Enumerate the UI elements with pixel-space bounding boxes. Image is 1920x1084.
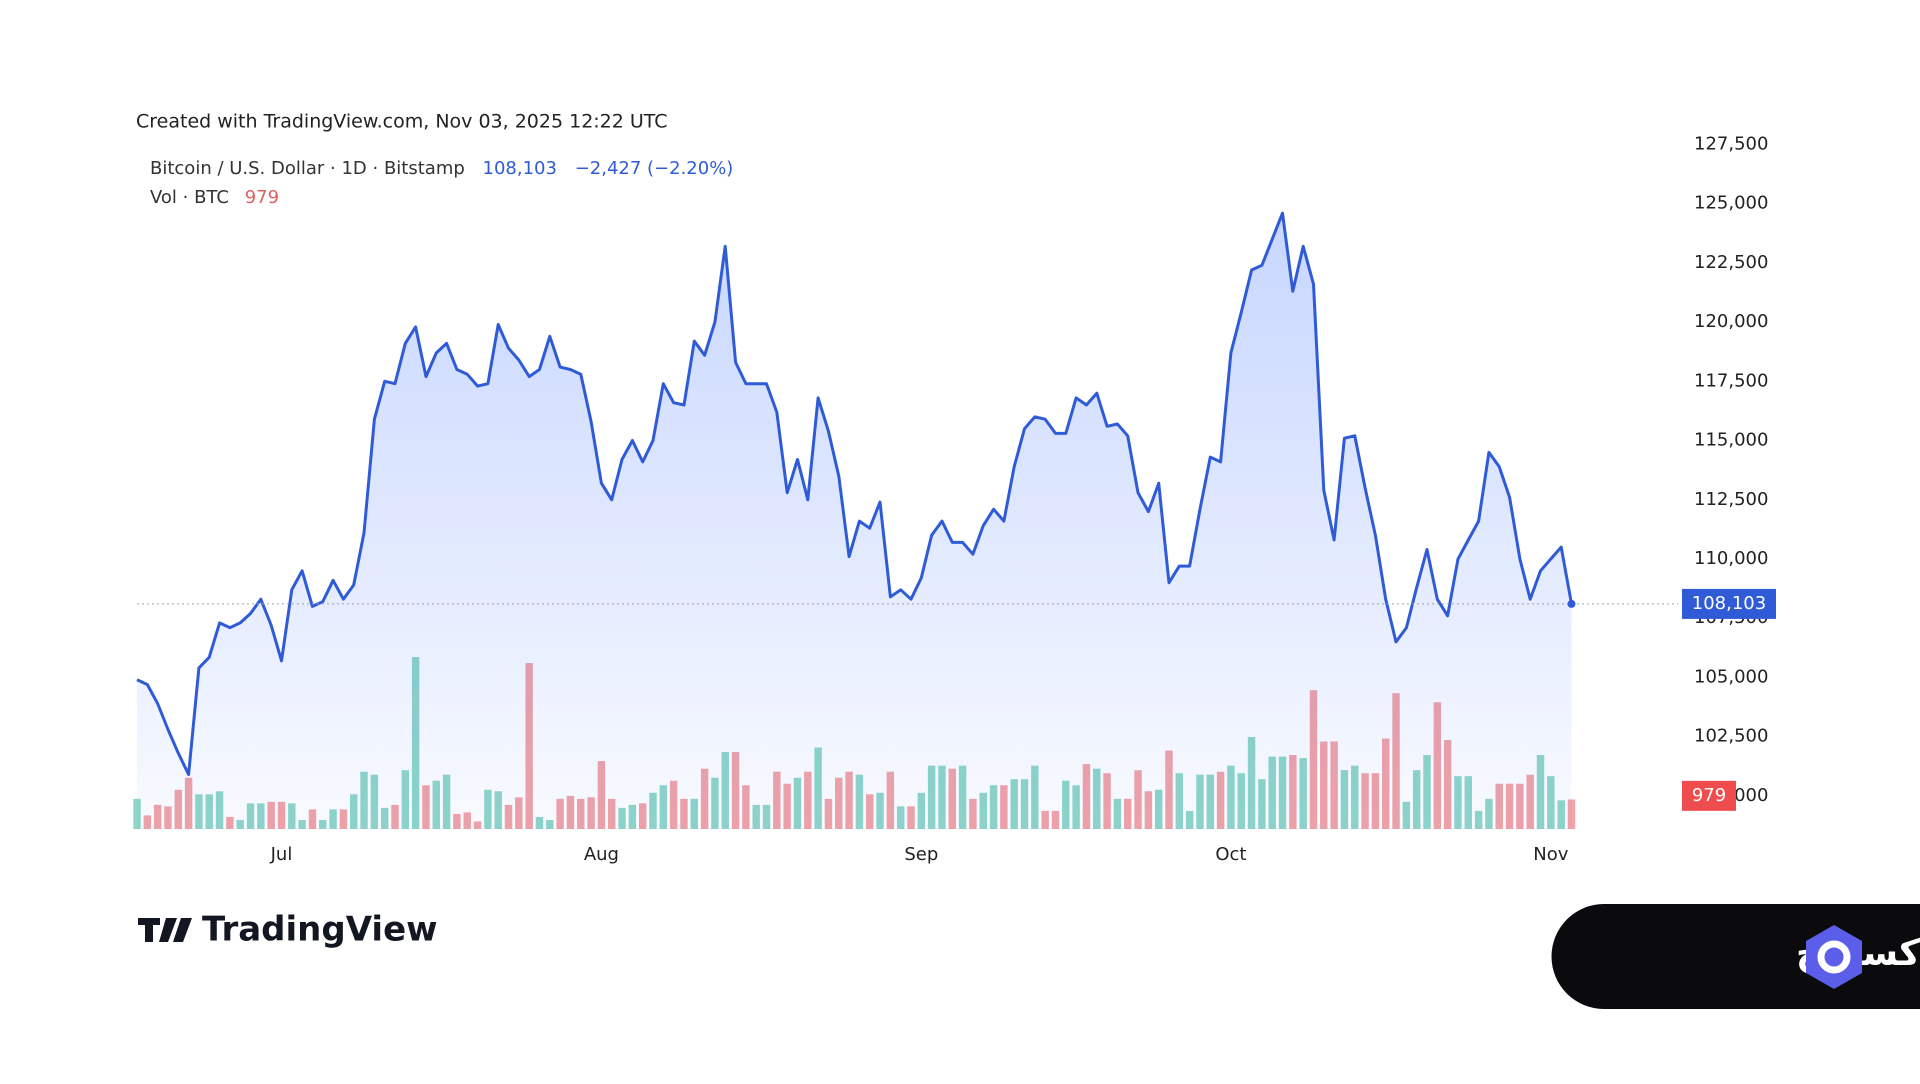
x-tick-label: Aug: [584, 844, 619, 865]
y-tick-label: 122,500: [1694, 252, 1768, 273]
last-price-tag-label: 108,103: [1692, 593, 1766, 614]
y-tick-label: 115,000: [1694, 430, 1768, 451]
y-tick-label: 117,500: [1694, 370, 1768, 391]
legend-last: 108,103: [483, 158, 557, 179]
plot: 100,000102,500105,000107,500110,000112,5…: [133, 133, 1768, 865]
created-note: Created with TradingView.com, Nov 03, 20…: [136, 111, 668, 133]
y-tick-label: 127,500: [1694, 133, 1768, 154]
x-tick-label: Nov: [1533, 844, 1568, 865]
y-tick-label: 110,000: [1694, 548, 1768, 569]
legend-symbol: Bitcoin / U.S. Dollar · 1D · Bitstamp: [150, 158, 465, 179]
x-tick-label: Oct: [1215, 844, 1246, 865]
badge: اوکی اکسچنج: [1552, 904, 1920, 1009]
legend-volume-value: 979: [245, 187, 279, 208]
legend-volume: Vol · BTC 979: [150, 187, 279, 208]
last-price-dot: [1567, 600, 1575, 608]
legend: Bitcoin / U.S. Dollar · 1D · Bitstamp 10…: [150, 158, 733, 179]
x-tick-label: Jul: [270, 844, 293, 865]
x-tick-label: Sep: [904, 844, 938, 865]
logo-text: TradingView: [202, 910, 438, 950]
y-tick-label: 120,000: [1694, 311, 1768, 332]
y-tick-label: 105,000: [1694, 666, 1768, 687]
y-tick-label: 102,500: [1694, 726, 1768, 747]
price-area: [137, 213, 1572, 829]
tradingview-logo: TradingView: [138, 910, 438, 950]
volume-tag-label: 979: [1692, 785, 1726, 806]
legend-volume-name: Vol · BTC: [150, 187, 229, 208]
legend-change: −2,427 (−2.20%): [575, 158, 734, 179]
y-tick-label: 125,000: [1694, 193, 1768, 214]
y-tick-label: 112,500: [1694, 489, 1768, 510]
logo-mark: [138, 918, 192, 942]
